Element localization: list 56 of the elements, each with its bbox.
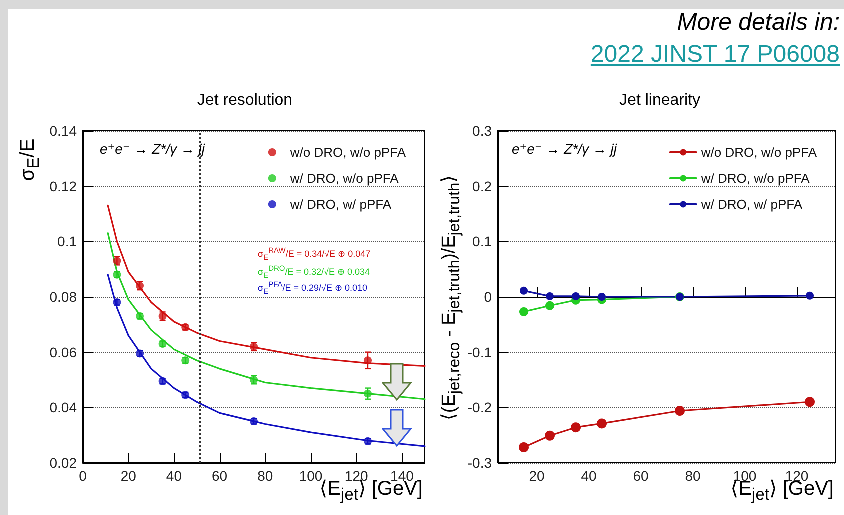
y-tick-label: 0.06 xyxy=(50,344,78,360)
legend-label: w/ DRO, w/ pPFA xyxy=(700,197,803,212)
point xyxy=(805,397,815,408)
point xyxy=(806,292,814,300)
y-tick-label: -0.3 xyxy=(468,455,492,471)
point xyxy=(597,418,607,429)
point xyxy=(519,442,529,453)
point xyxy=(598,293,606,301)
x-tick-label: 20 xyxy=(529,468,545,484)
annotation: σ$_{E}$$^{RAW}$/E = 0.34/√E ⊕ 0.047 xyxy=(258,246,371,262)
legend-label: w/ DRO, w/o pPFA xyxy=(700,171,810,186)
chart-title: Jet linearity xyxy=(620,92,700,110)
x-tick-label: 40 xyxy=(166,468,182,484)
annotation: σ$_{E}$$^{DRO}$/E = 0.32/√E ⊕ 0.034 xyxy=(258,264,370,280)
point xyxy=(364,356,372,365)
point xyxy=(675,406,685,416)
point xyxy=(545,430,555,441)
point xyxy=(572,292,580,300)
y-tick-label: 0.02 xyxy=(50,455,78,471)
x-tick-label: 80 xyxy=(685,468,701,484)
legend-label: w/ DRO, w/ pPFA xyxy=(289,197,392,212)
x-tick-label: 100 xyxy=(299,468,323,484)
x-tick-label: 0 xyxy=(79,468,88,484)
chart-title: Jet resolution xyxy=(197,92,293,110)
legend-label: w/o DRO, w/o pPFA xyxy=(700,145,818,160)
y-tick-label: 0.3 xyxy=(472,123,492,139)
y-tick-label: 0 xyxy=(484,289,492,305)
point xyxy=(546,301,554,310)
legend-label: w/ DRO, w/o pPFA xyxy=(289,171,400,186)
annotation: e⁺e⁻ → Z*/γ → jj xyxy=(100,141,206,158)
annotation: σ$_{E}$$^{PFA}$/E = 0.29/√E ⊕ 0.010 xyxy=(258,280,368,296)
point xyxy=(546,292,554,300)
text: More details in: xyxy=(677,9,840,36)
line-series xyxy=(107,232,426,400)
point xyxy=(571,422,581,433)
y-tick-label: 0.04 xyxy=(50,400,78,416)
y-tick-label: 0.08 xyxy=(50,289,78,305)
y-tick-label: 0.1 xyxy=(58,234,78,250)
annotation: e⁺e⁻ → Z*/γ → jj xyxy=(512,141,618,158)
x-tick-label: 60 xyxy=(633,468,649,484)
y-tick-label: -0.1 xyxy=(468,344,492,360)
x-tick-label: 60 xyxy=(212,468,228,484)
y-tick-label: 0.12 xyxy=(50,178,78,194)
legend-label: w/o DRO, w/o pPFA xyxy=(289,145,406,160)
y-tick-label: 0.1 xyxy=(472,234,492,250)
y-tick-label: -0.2 xyxy=(468,400,492,416)
x-tick-label: 20 xyxy=(120,468,137,484)
y-tick-label: 0.2 xyxy=(472,178,492,194)
x-tick-label: 80 xyxy=(258,468,274,484)
point xyxy=(520,286,528,295)
y-tick-label: 0.14 xyxy=(50,123,78,139)
x-tick-label: 40 xyxy=(581,468,597,484)
point xyxy=(520,307,528,316)
point xyxy=(364,390,372,398)
line-series xyxy=(107,274,426,448)
text: 2022 JINST 17 P06008 xyxy=(590,41,840,68)
